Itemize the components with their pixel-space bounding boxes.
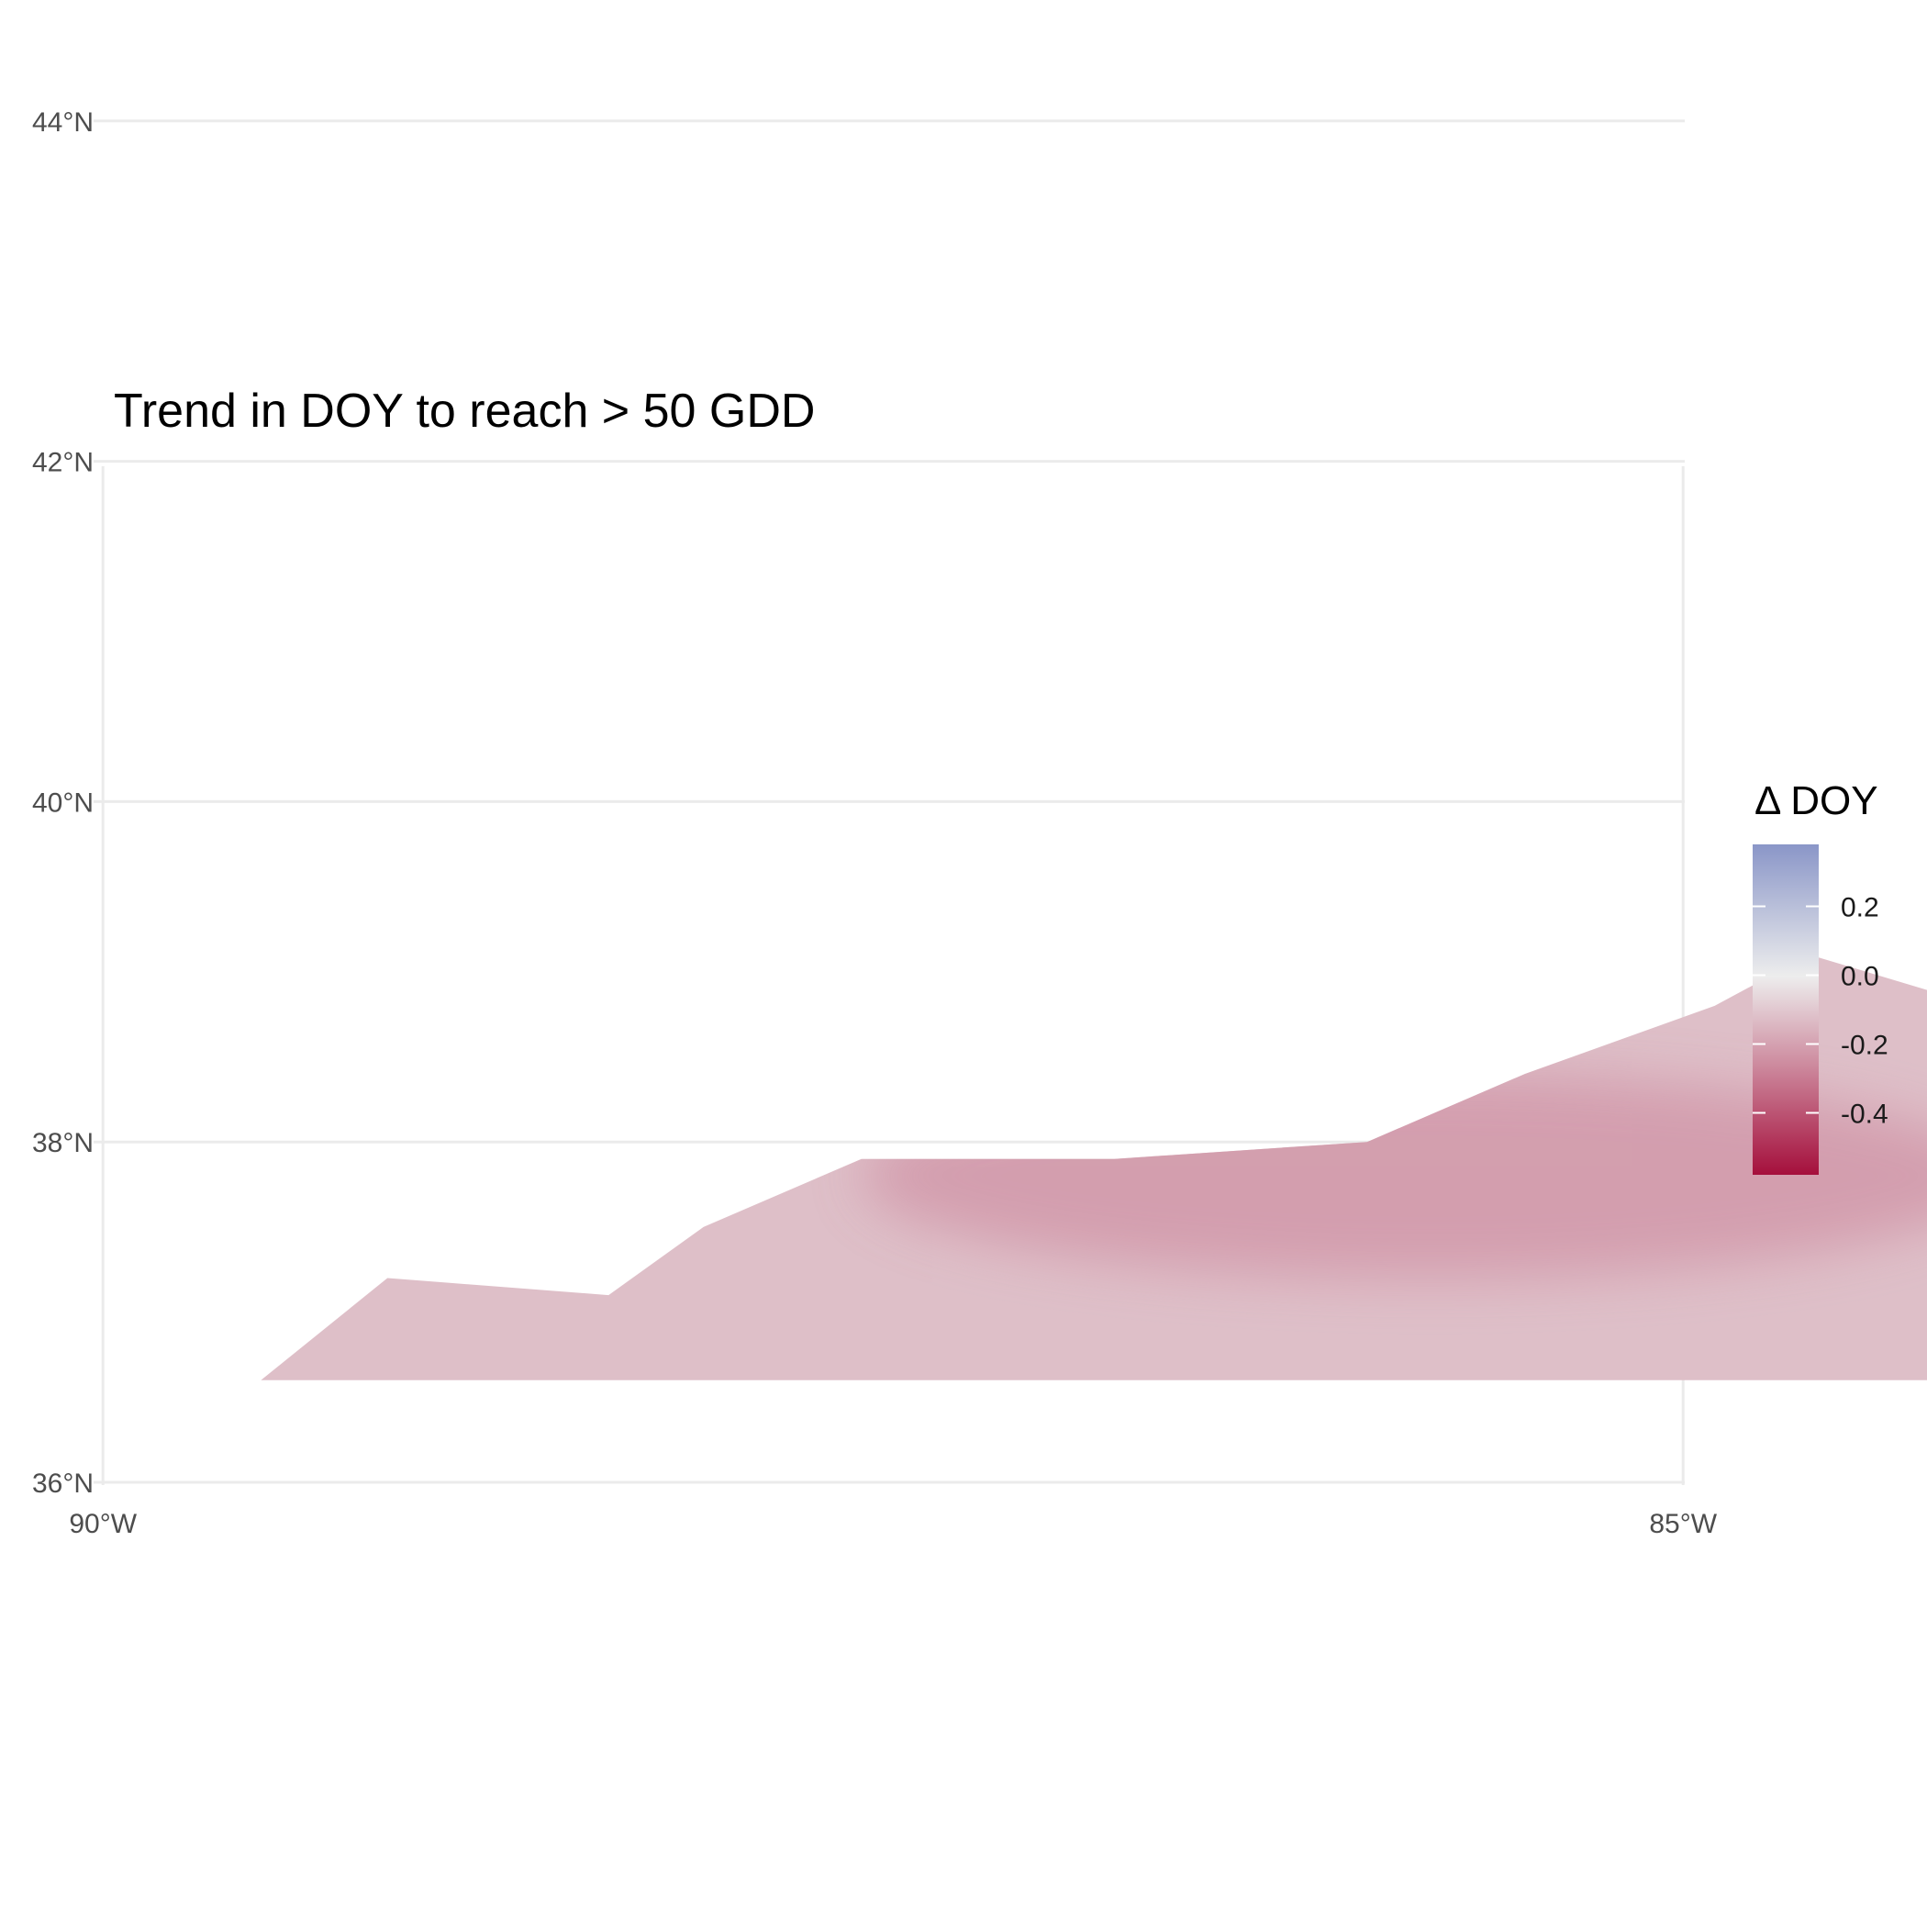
gridlines — [94, 119, 1685, 1485]
legend-tick-label: 0.0 — [1841, 962, 1879, 992]
y-tick-label: 38°N — [32, 1128, 94, 1158]
y-tick-label: 44°N — [32, 107, 94, 138]
legend-tick-label: 0.2 — [1841, 893, 1879, 923]
y-tick-label: 42°N — [32, 448, 94, 478]
x-tick-label: 90°W — [69, 1509, 137, 1539]
axis-labels: 90°W85°W80°W75°W70°W36°N38°N40°N42°N44°N… — [32, 107, 1718, 1539]
y-tick-label: 36°N — [32, 1469, 94, 1499]
chart-title: Trend in DOY to reach > 50 GDD — [114, 385, 816, 438]
legend: 0.2 0.0 -0.2 -0.4 — [1753, 844, 1888, 1175]
legend-tick-label: -0.4 — [1841, 1100, 1888, 1130]
legend-colorbar — [1753, 844, 1819, 1175]
hotspot-group — [861, 1074, 1927, 1279]
y-tick-label: 40°N — [32, 787, 94, 818]
x-tick-label: 85°W — [1649, 1509, 1717, 1539]
raster-region — [261, 955, 1927, 1380]
legend-title: Δ DOY — [1754, 778, 1878, 823]
legend-tick-label: -0.2 — [1841, 1031, 1888, 1061]
